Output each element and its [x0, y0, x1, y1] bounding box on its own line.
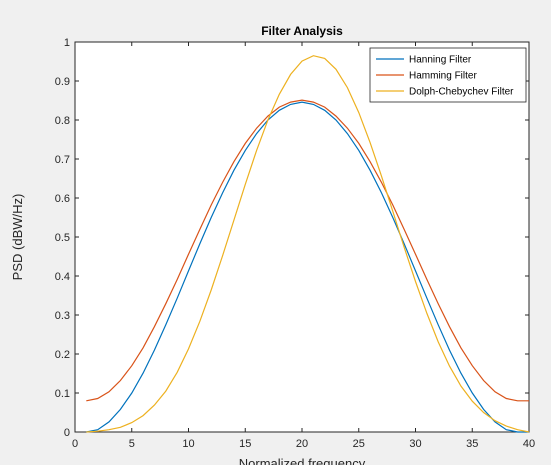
x-tick-label: 30	[409, 438, 421, 450]
legend-label: Hanning Filter	[409, 55, 472, 66]
x-tick-label: 15	[239, 438, 251, 450]
x-tick-label: 10	[182, 438, 194, 450]
axis-ticks: 0 5 10 15 20 25 30 35 40 0 0.1 0.2 0.3 0.4 0.5 0.6 0.7 0.…	[55, 37, 535, 450]
y-tick-label: 0.8	[55, 115, 70, 127]
y-tick-label: 0.6	[55, 193, 70, 205]
series-lines	[86, 55, 530, 433]
x-axis-label: Normalized frequency	[239, 456, 366, 465]
x-tick-label: 25	[353, 438, 365, 450]
y-tick-label: 1	[64, 37, 70, 49]
x-tick-label: 40	[523, 438, 535, 450]
y-axis-label: PSD (dBW/Hz)	[10, 194, 25, 281]
x-tick-label: 0	[72, 438, 78, 450]
y-tick-label: 0.5	[55, 232, 70, 244]
legend-label: Hamming Filter	[409, 71, 477, 82]
chart-title: Filter Analysis	[261, 24, 343, 38]
y-tick-label: 0.1	[55, 388, 70, 400]
y-tick-label: 0.7	[55, 154, 70, 166]
y-tick-label: 0.2	[55, 349, 70, 361]
x-tick-label: 20	[296, 438, 308, 450]
x-tick-label: 35	[466, 438, 478, 450]
y-tick-label: 0.3	[55, 310, 70, 322]
legend-label: Dolph-Chebychev Filter	[409, 87, 514, 98]
plot-area	[74, 41, 530, 433]
y-tick-label: 0	[64, 427, 70, 439]
series-line-1	[86, 101, 529, 433]
x-tick-label: 5	[129, 438, 135, 450]
y-tick-label: 0.4	[55, 271, 70, 283]
series-line-2	[86, 99, 529, 402]
y-tick-label: 0.9	[55, 76, 70, 88]
legend: Hanning Filter Hamming Filter Dolph-Chebyc…	[369, 47, 527, 103]
series-line-3	[86, 55, 530, 433]
